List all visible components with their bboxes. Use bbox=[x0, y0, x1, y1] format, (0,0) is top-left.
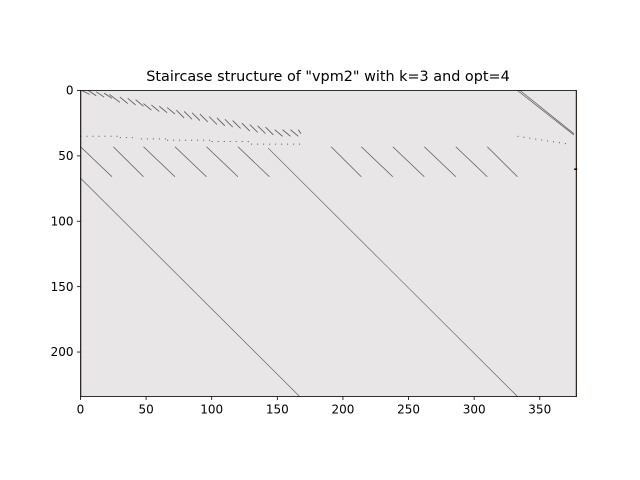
medium-segment bbox=[80, 146, 113, 178]
plot-area bbox=[80, 90, 578, 397]
small-segment bbox=[103, 92, 113, 99]
x-tick-label: 100 bbox=[200, 403, 223, 417]
small-segment bbox=[166, 107, 176, 115]
medium-segment bbox=[392, 146, 425, 178]
matrix-background bbox=[80, 90, 577, 397]
x-axis: 0 50 100 150 200 250 300 350 bbox=[77, 396, 551, 417]
small-segment bbox=[265, 126, 274, 136]
small-segment bbox=[135, 99, 144, 107]
small-segment bbox=[183, 111, 193, 120]
x-tick-label: 150 bbox=[266, 403, 289, 417]
border-column bbox=[575, 90, 577, 397]
small-segment bbox=[216, 117, 226, 127]
small-segment bbox=[151, 104, 160, 112]
small-segment bbox=[274, 129, 283, 137]
y-axis: 0 50 100 150 200 bbox=[51, 84, 81, 359]
medium-segment bbox=[330, 146, 362, 178]
small-segment bbox=[232, 120, 241, 129]
y-tick-label: 200 bbox=[51, 345, 74, 359]
medium-segment bbox=[206, 146, 239, 178]
medium-segment bbox=[237, 146, 270, 178]
y-tick-label: 100 bbox=[51, 214, 74, 228]
top-right-diagonal bbox=[519, 90, 575, 134]
small-segment bbox=[241, 122, 251, 132]
small-segment bbox=[224, 118, 233, 128]
small-segment bbox=[96, 91, 105, 98]
y-tick-label: 150 bbox=[51, 280, 74, 294]
small-segment bbox=[208, 116, 218, 125]
x-tick-label: 250 bbox=[397, 403, 420, 417]
medium-segment bbox=[113, 146, 144, 178]
x-tick-label: 50 bbox=[138, 403, 153, 417]
small-segment bbox=[143, 103, 152, 111]
small-segment bbox=[158, 105, 168, 114]
x-tick-label: 300 bbox=[463, 403, 486, 417]
small-segment bbox=[290, 129, 299, 137]
long-diagonal bbox=[80, 177, 300, 397]
medium-segment bbox=[361, 146, 394, 178]
border-column bbox=[80, 90, 82, 397]
small-segment bbox=[191, 112, 201, 121]
x-tick-label: 200 bbox=[331, 403, 354, 417]
small-segment bbox=[249, 124, 258, 133]
medium-segment bbox=[455, 146, 488, 178]
small-segment bbox=[199, 113, 209, 123]
small-segment bbox=[88, 90, 97, 97]
axes-frame bbox=[80, 90, 577, 397]
small-segment bbox=[282, 129, 291, 137]
x-tick-label: 350 bbox=[528, 403, 551, 417]
medium-segment bbox=[487, 146, 518, 178]
y-tick-label: 0 bbox=[66, 84, 74, 98]
x-tick-label: 0 bbox=[77, 403, 85, 417]
chart-title: Staircase structure of "vpm2" with k=3 a… bbox=[146, 69, 509, 85]
small-segment bbox=[257, 125, 266, 134]
medium-segment bbox=[143, 146, 176, 178]
long-diagonal bbox=[267, 147, 518, 397]
small-segment bbox=[119, 96, 128, 104]
medium-segment bbox=[424, 146, 457, 178]
medium-segment bbox=[174, 146, 207, 178]
small-segment bbox=[127, 98, 136, 106]
small-segment bbox=[297, 129, 302, 134]
small-segment bbox=[176, 109, 185, 119]
small-segment bbox=[109, 94, 121, 103]
y-tick-label: 50 bbox=[58, 149, 73, 163]
top-right-diagonal bbox=[517, 90, 575, 136]
border-mark bbox=[574, 168, 578, 170]
small-segment bbox=[81, 90, 90, 95]
